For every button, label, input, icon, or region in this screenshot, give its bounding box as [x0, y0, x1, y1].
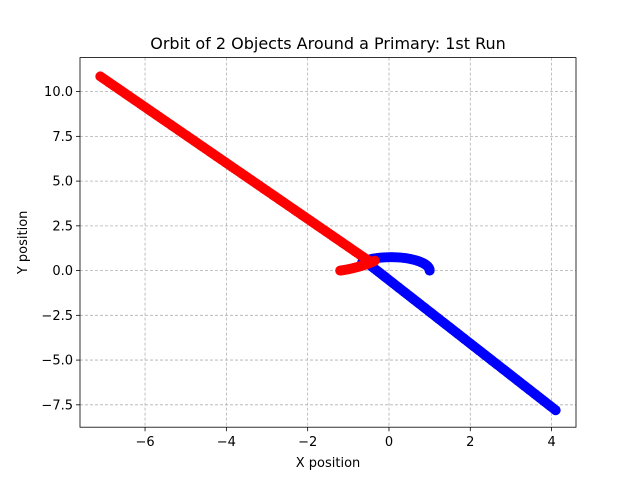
- plot-frame: [79, 57, 577, 428]
- x-tick-label: −6: [135, 435, 154, 450]
- grid: [80, 57, 576, 428]
- y-tick-label: 2.5: [52, 219, 73, 234]
- y-tick-label: −5.0: [41, 354, 73, 369]
- y-tick-label: 5.0: [52, 175, 73, 190]
- x-tick-label: −4: [217, 435, 236, 450]
- y-tick-label: −2.5: [41, 309, 73, 324]
- x-tick-label: 4: [547, 435, 555, 450]
- series-2: [95, 71, 380, 276]
- x-tick-label: −2: [298, 435, 317, 450]
- data-layer: [95, 71, 561, 416]
- data-point: [95, 71, 106, 82]
- data-point: [550, 405, 561, 416]
- chart-title: Orbit of 2 Objects Around a Primary: 1st…: [150, 34, 506, 53]
- x-axis-label: X position: [296, 456, 361, 471]
- x-tick-label: 0: [385, 435, 393, 450]
- y-tick-label: 0.0: [52, 264, 73, 279]
- x-tick-label: 2: [466, 435, 474, 450]
- y-tick-label: 7.5: [52, 130, 73, 145]
- y-axis-label: Y position: [16, 211, 31, 276]
- y-tick-label: 10.0: [44, 85, 73, 100]
- y-tick-label: −7.5: [41, 398, 73, 413]
- series-1: [357, 252, 561, 416]
- ticks: −6 −4 −2 0 2 4 −7.5 −5.0 −2.5 0.0 2.5 5.0 7.5 10.0: [41, 85, 555, 450]
